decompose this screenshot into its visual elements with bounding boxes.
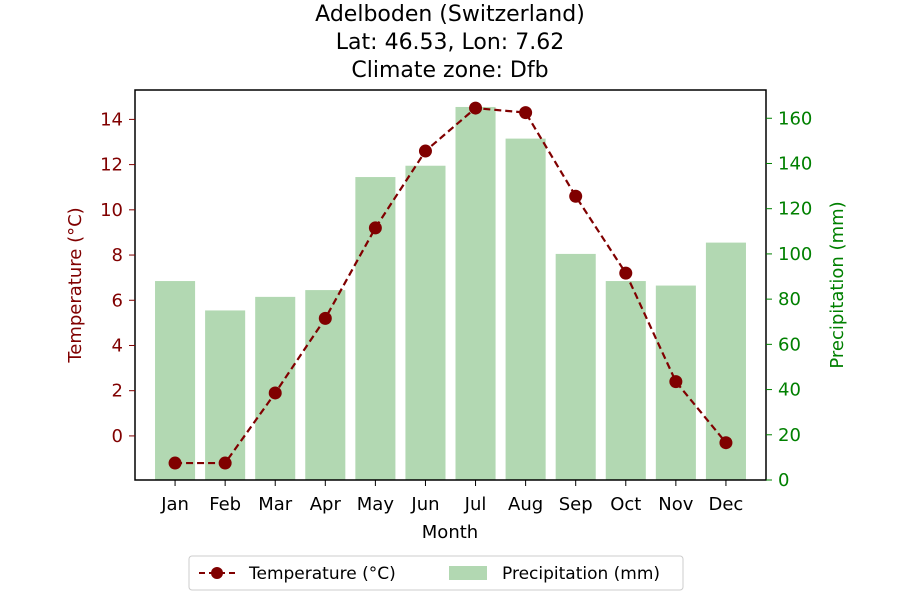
temperature-line-path [175, 106, 727, 465]
title-line-2: Lat: 46.53, Lon: 7.62 [336, 30, 564, 55]
y-axis-right: 0 20 40 60 80 100 120 140 160 [766, 108, 812, 491]
precipitation-bar-aug [505, 138, 546, 480]
y-left-tick-label: 0 [112, 426, 123, 447]
temperature-point-jan [168, 456, 182, 470]
x-tick-label: Oct [610, 494, 641, 515]
precipitation-bars [155, 106, 746, 481]
temperature-point-jun [418, 144, 432, 158]
x-tick-label: Aug [508, 494, 543, 515]
y-right-tick-label: 140 [778, 153, 812, 174]
temperature-point-jul [469, 101, 483, 115]
temperature-point-mar [268, 386, 282, 400]
temperature-point-oct [619, 266, 633, 280]
precipitation-bar-feb [205, 310, 246, 480]
y-axis-label-right: Precipitation (mm) [827, 201, 848, 368]
precipitation-bar-oct [605, 281, 646, 480]
y-left-tick-label: 8 [112, 245, 123, 266]
y-right-tick-label: 60 [778, 334, 801, 355]
y-left-tick-label: 6 [112, 290, 123, 311]
legend-temperature-label: Temperature (°C) [248, 564, 396, 584]
precipitation-bar-jan [155, 281, 196, 480]
y-right-tick-label: 0 [778, 470, 789, 491]
title-line-3: Climate zone: Dfb [351, 58, 548, 83]
x-axis: Jan Feb Mar Apr May Jun Jul Aug Sep Oct Nov Dec [160, 480, 743, 515]
temperature-point-dec [719, 436, 733, 450]
x-tick-label: Feb [209, 494, 241, 515]
y-left-tick-label: 2 [112, 381, 123, 402]
title-line-1: Adelboden (Switzerland) [315, 2, 585, 27]
legend-box [188, 555, 684, 591]
temperature-point-sep [569, 189, 583, 203]
legend-temperature-marker [211, 567, 223, 579]
precipitation-bar-sep [555, 253, 596, 480]
y-axis-label-left: Temperature (°C) [65, 207, 86, 363]
legend-precipitation-label: Precipitation (mm) [502, 564, 660, 584]
temperature-point-may [368, 221, 382, 235]
legend: Temperature (°C) Precipitation (mm) [188, 555, 684, 591]
x-tick-label: Jan [160, 494, 189, 515]
precipitation-bar-jul [455, 106, 496, 481]
y-left-tick-label: 10 [100, 200, 123, 221]
precipitation-bar-jun [405, 165, 446, 480]
x-tick-label: May [357, 494, 395, 515]
temperature-point-aug [519, 106, 533, 120]
plot-frame [134, 89, 767, 481]
y-axis-left: 0 2 4 6 8 10 12 14 [100, 109, 135, 447]
legend-precipitation-swatch [449, 566, 487, 580]
x-tick-label: Jul [464, 494, 487, 515]
chart-title: Adelboden (Switzerland) Lat: 46.53, Lon:… [315, 2, 585, 83]
y-right-tick-label: 20 [778, 425, 801, 446]
y-right-tick-label: 160 [778, 108, 812, 129]
y-left-tick-label: 4 [112, 335, 123, 356]
x-tick-label: Mar [258, 494, 293, 515]
y-right-tick-label: 120 [778, 199, 812, 220]
x-tick-label: Apr [310, 494, 342, 515]
temperature-line [168, 101, 733, 470]
x-tick-label: Dec [709, 494, 744, 515]
temperature-point-apr [318, 311, 332, 325]
x-axis-label: Month [422, 522, 478, 543]
y-right-tick-label: 40 [778, 380, 801, 401]
y-right-tick-label: 100 [778, 244, 812, 265]
x-tick-label: Sep [559, 494, 593, 515]
temperature-point-feb [218, 456, 232, 470]
temperature-point-nov [669, 375, 683, 389]
y-right-tick-label: 80 [778, 289, 801, 310]
x-tick-label: Jun [410, 494, 439, 515]
y-left-tick-label: 12 [100, 155, 123, 176]
y-left-tick-label: 14 [100, 109, 123, 130]
x-tick-label: Nov [658, 494, 693, 515]
